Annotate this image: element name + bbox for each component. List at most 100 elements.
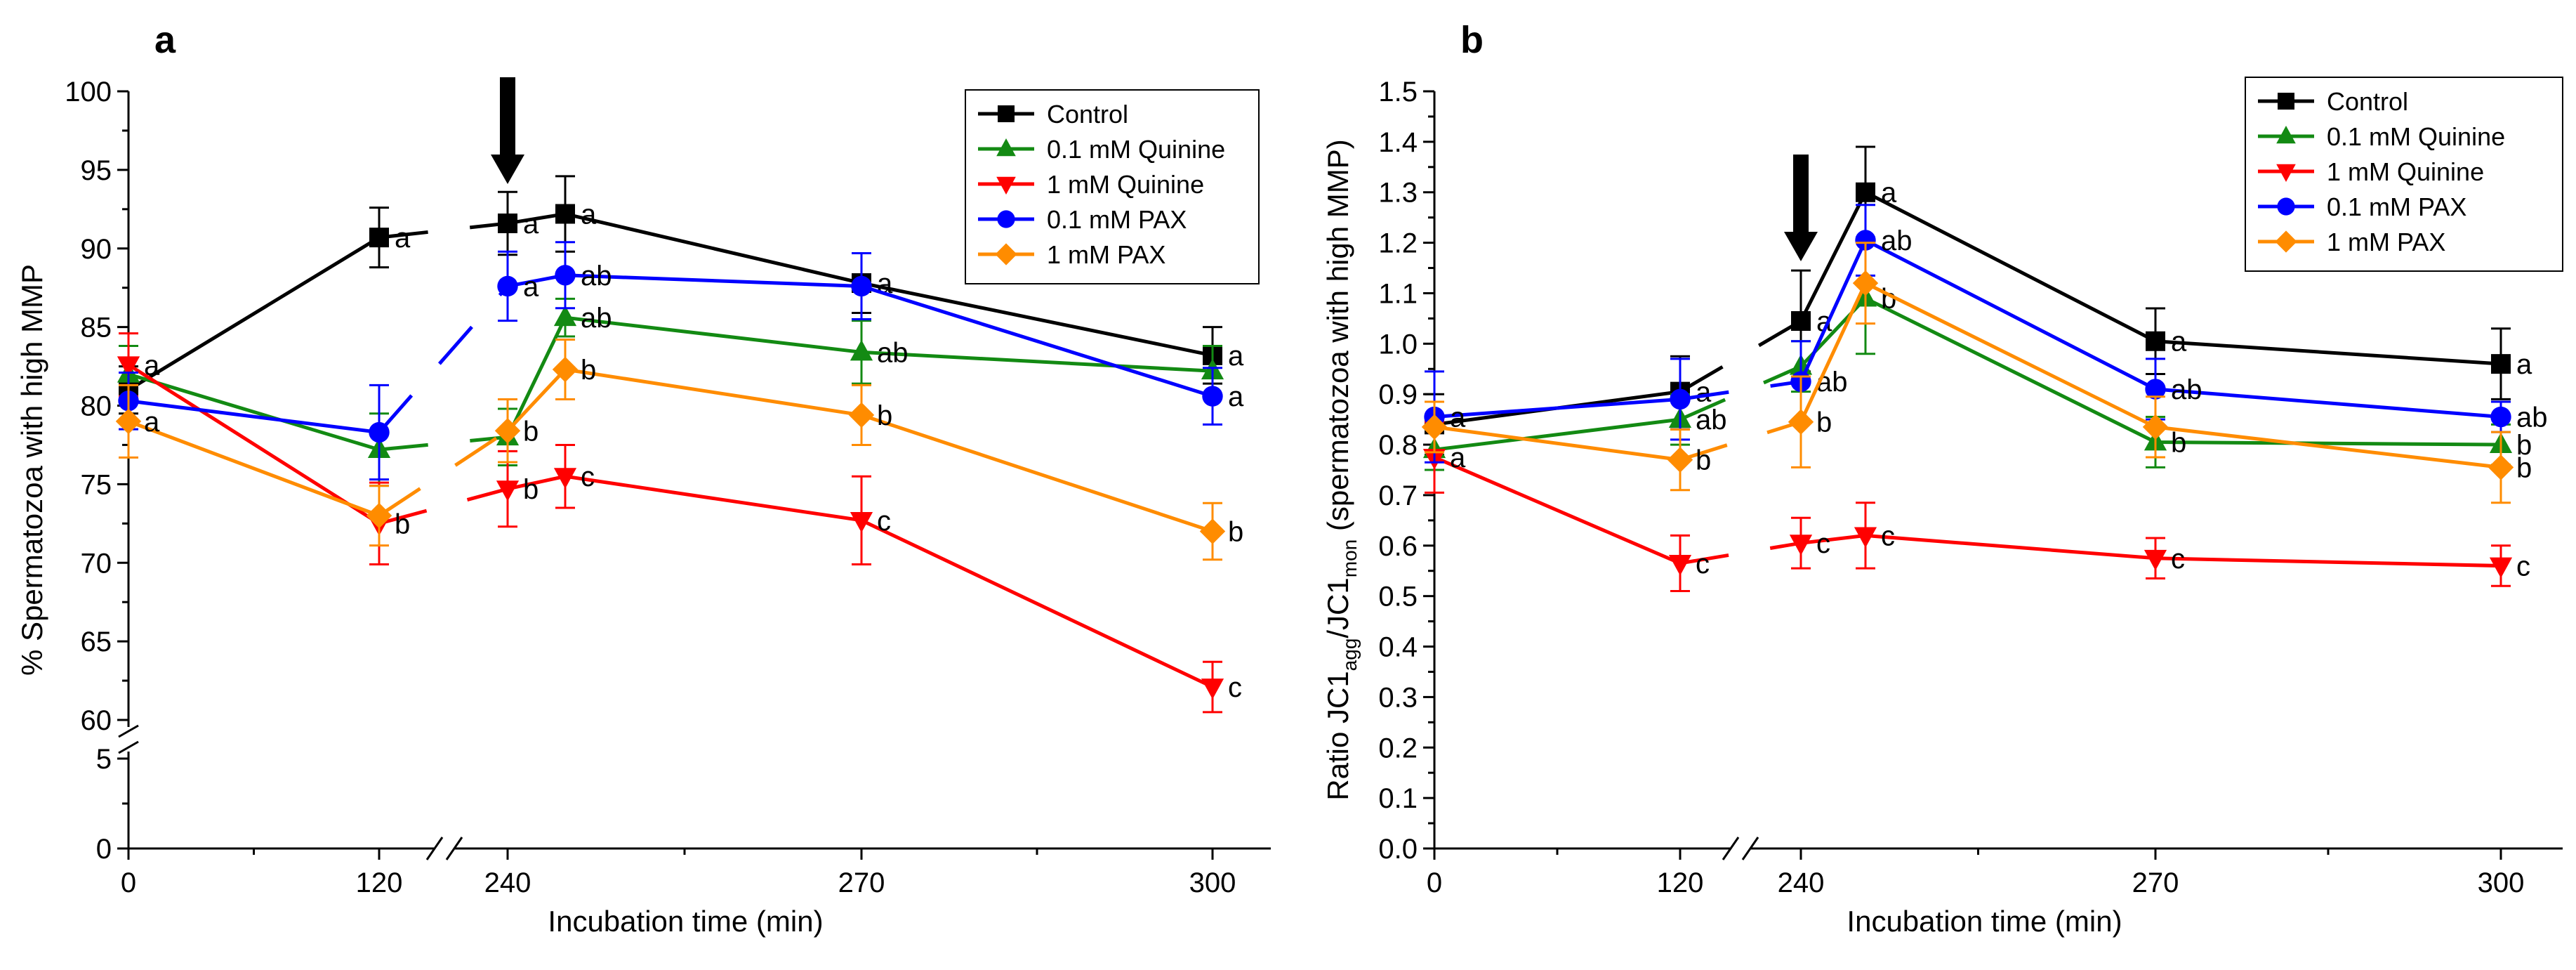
y-tick-label: 0.9 <box>1378 379 1418 410</box>
series-0-1-mm-quinine: ab b b b <box>1422 242 2532 471</box>
y-tick-label: 85 <box>81 313 112 343</box>
data-point <box>553 468 577 489</box>
significance-label: c <box>1816 528 1830 559</box>
data-point <box>1789 535 1813 556</box>
data-point <box>497 275 518 297</box>
y-break-mark <box>118 724 139 738</box>
y-tick-label: 0.2 <box>1378 733 1418 763</box>
data-point <box>850 511 873 533</box>
series-line <box>507 474 1214 689</box>
data-point <box>851 275 872 297</box>
x-axis-label: Incubation time (min) <box>548 905 823 938</box>
legend-item: 0.1 mM Quinine <box>978 135 1225 164</box>
significance-label: ab <box>2516 402 2548 433</box>
series-1-mm-quinine: a c c c c c <box>1422 421 2530 592</box>
legend-marker <box>996 176 1016 195</box>
y-axis-label-part: (spermatozoa with high MMP) <box>1321 139 1354 539</box>
series-1-mm-quinine: abb ccc <box>117 332 1242 714</box>
data-point <box>369 228 389 248</box>
x-tick-label: 240 <box>484 867 531 898</box>
series-line-dashed <box>378 429 509 518</box>
y-tick-label: 1.4 <box>1378 127 1418 158</box>
series-line-dashed <box>1679 541 1802 565</box>
legend-marker <box>2278 93 2294 110</box>
legend-label: 0.1 mM PAX <box>2327 192 2466 221</box>
x-tick-label: 0 <box>121 867 136 898</box>
data-point <box>1421 414 1448 440</box>
y-axis-label: Ratio JC1agg/JC1mon (spermatozoa with hi… <box>1321 139 1361 800</box>
legend-item: 0.1 mM PAX <box>2258 192 2466 221</box>
significance-label: ab <box>1696 405 1727 435</box>
significance-label: b <box>581 355 596 386</box>
data-point <box>1852 270 1879 296</box>
significance-label: ab <box>581 303 612 334</box>
series-line <box>506 367 1213 533</box>
x-axis-label: Incubation time (min) <box>1847 905 2122 938</box>
series-line <box>1434 417 1681 452</box>
data-point <box>1854 527 1877 548</box>
data-point <box>1788 409 1814 435</box>
data-point <box>2142 414 2169 440</box>
series-line-dashed <box>1679 420 1802 462</box>
series-line <box>1800 533 2502 568</box>
x-break-mark <box>1741 837 1759 860</box>
series-line <box>127 363 381 525</box>
y-tick-label: 95 <box>81 155 112 186</box>
significance-label: ab <box>581 261 612 291</box>
arrow-indicator <box>1784 155 1818 261</box>
legend-item: Control <box>2258 87 2408 116</box>
legend-label: 0.1 mM Quinine <box>2327 122 2505 151</box>
x-break-mark <box>1722 837 1740 860</box>
arrow-head <box>491 155 524 184</box>
legend-marker <box>996 138 1016 157</box>
series-line <box>1799 296 2502 447</box>
series-line <box>506 315 1213 438</box>
significance-label: b <box>877 400 892 431</box>
legend: Control 0.1 mM Quinine 1 mM Quinine 0.1 mM … <box>965 89 1260 284</box>
significance-label: c <box>2516 551 2530 582</box>
series-line <box>1799 190 2502 366</box>
significance-label: b <box>2516 430 2532 461</box>
data-point <box>1855 230 1876 251</box>
legend-marker <box>2275 230 2297 253</box>
arrow-shaft <box>500 77 515 156</box>
significance-label: b <box>2171 427 2186 458</box>
legend-marker <box>2277 197 2295 216</box>
legend-label: 1 mM PAX <box>2327 228 2445 256</box>
series-line <box>507 211 1213 358</box>
series-line-dashed <box>378 487 508 525</box>
y-break-mark <box>118 740 139 754</box>
data-point <box>2488 454 2514 480</box>
legend-marker <box>995 243 1017 266</box>
series-line-dashed <box>378 435 508 452</box>
significance-label: c <box>1228 672 1242 703</box>
series-line <box>1434 455 1681 565</box>
data-point <box>1791 310 1811 331</box>
significance-label: c <box>581 461 595 492</box>
series-line <box>1799 280 2502 469</box>
data-point <box>2145 379 2166 400</box>
data-point <box>1202 386 1223 407</box>
legend-label: 1 mM Quinine <box>1047 170 1204 199</box>
data-point <box>2146 331 2165 351</box>
y-tick-label: 5 <box>96 744 112 775</box>
legend-box <box>2245 77 2563 272</box>
significance-label: ab <box>1816 367 1848 398</box>
legend-marker <box>998 105 1015 122</box>
panel-letter: b <box>1460 19 1484 61</box>
significance-label: a <box>523 271 539 302</box>
x-tick-label: 240 <box>1778 867 1825 898</box>
y-axis-label-subscript: mon <box>1339 539 1361 577</box>
arrow-shaft <box>1793 155 1809 233</box>
legend-label: Control <box>1047 100 1128 129</box>
data-point <box>1856 182 1875 202</box>
significance-label: b <box>395 509 410 539</box>
y-axis-label: % Spermatozoa with high MMP <box>15 264 48 676</box>
legend: Control 0.1 mM Quinine 1 mM Quinine 0.1 mM … <box>2245 77 2563 272</box>
x-break-mark <box>425 837 444 860</box>
significance-label: a <box>1450 402 1466 433</box>
significance-label: a <box>2171 327 2187 358</box>
y-tick-label: 75 <box>81 469 112 500</box>
data-point <box>494 418 521 444</box>
